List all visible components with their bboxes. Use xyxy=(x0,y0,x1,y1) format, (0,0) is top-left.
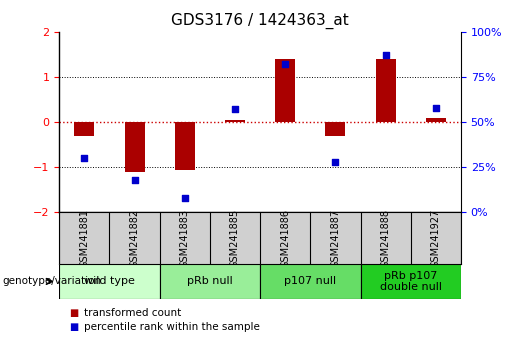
Text: GSM241888: GSM241888 xyxy=(381,209,390,268)
Bar xyxy=(225,120,245,122)
Bar xyxy=(125,122,145,172)
Text: ■: ■ xyxy=(70,308,79,318)
Bar xyxy=(260,264,360,299)
Text: GSM241883: GSM241883 xyxy=(180,209,190,268)
Text: ■: ■ xyxy=(70,322,79,332)
Point xyxy=(130,177,139,183)
Text: GSM241927: GSM241927 xyxy=(431,209,441,268)
Text: pRb p107
double null: pRb p107 double null xyxy=(380,270,442,292)
Point xyxy=(181,195,189,201)
Bar xyxy=(74,122,94,136)
Point xyxy=(80,155,89,161)
Text: GSM241887: GSM241887 xyxy=(331,209,340,268)
Text: transformed count: transformed count xyxy=(84,308,181,318)
Bar xyxy=(426,118,446,122)
Text: pRb null: pRb null xyxy=(187,276,233,286)
Point xyxy=(432,105,440,110)
Point xyxy=(382,52,390,58)
Text: wild type: wild type xyxy=(84,276,135,286)
Text: p107 null: p107 null xyxy=(284,276,336,286)
Title: GDS3176 / 1424363_at: GDS3176 / 1424363_at xyxy=(171,13,349,29)
Point xyxy=(281,62,289,67)
Point xyxy=(231,107,239,112)
Text: GSM241885: GSM241885 xyxy=(230,209,240,268)
Text: percentile rank within the sample: percentile rank within the sample xyxy=(84,322,260,332)
Bar xyxy=(59,264,160,299)
Bar xyxy=(325,122,346,136)
Text: genotype/variation: genotype/variation xyxy=(3,276,101,286)
Text: GSM241881: GSM241881 xyxy=(79,209,89,268)
Bar xyxy=(360,264,461,299)
Bar xyxy=(175,122,195,170)
Bar xyxy=(375,59,396,122)
Bar xyxy=(275,59,295,122)
Bar xyxy=(160,264,260,299)
Point xyxy=(331,159,339,165)
Text: GSM241882: GSM241882 xyxy=(130,209,140,268)
Text: GSM241886: GSM241886 xyxy=(280,209,290,268)
